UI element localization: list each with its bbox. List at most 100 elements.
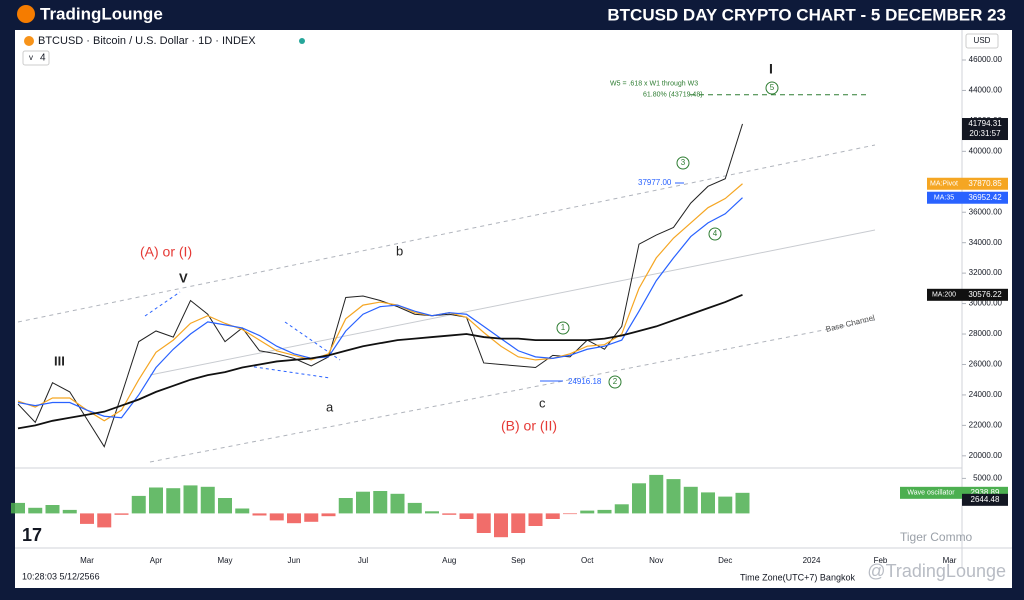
wave-number: 1 [561, 323, 566, 332]
signal-value: 2644.48 [971, 495, 1000, 504]
wave-number: 3 [681, 158, 686, 167]
osc-bar [494, 513, 508, 538]
osc-bar [459, 513, 474, 519]
circle [556, 321, 570, 335]
tag-label: MA:200 [932, 292, 956, 299]
x-tick-label: Jun [288, 556, 301, 565]
indicator-toggle[interactable] [22, 50, 50, 66]
circle [608, 375, 622, 389]
status-dot [299, 38, 305, 44]
tag-value: 30576.22 [968, 290, 1002, 299]
logo-icon [17, 5, 35, 23]
y-tick-label: 30000.00 [969, 299, 1003, 308]
osc-bar [97, 513, 112, 528]
header-bar [0, 0, 1024, 30]
tag-value-box [962, 191, 1008, 204]
y-tick-label: 28000.00 [969, 329, 1003, 338]
osc-bar [649, 474, 664, 514]
wave-label: III [54, 353, 65, 368]
x-tick-label: Nov [649, 556, 663, 565]
osc-bar [683, 486, 698, 514]
osc-bar [476, 513, 491, 533]
y-tick-label: 44000.00 [969, 86, 1003, 95]
osc-bar [321, 513, 336, 517]
tag-value-box [962, 288, 1008, 301]
header-title: BTCUSD DAY CRYPTO CHART - 5 DECEMBER 23 [607, 5, 1006, 24]
middle-channel [149, 229, 876, 376]
fib-text: W5 = .618 x W1 through W3 [610, 81, 698, 88]
x-tick-label: Dec [718, 556, 732, 565]
watermark-2: Tiger Commo [900, 530, 973, 544]
osc-bar [373, 491, 388, 514]
osc-bar [11, 502, 25, 514]
clock: 10:28:03 5/12/2566 [22, 571, 100, 581]
signal-box [962, 493, 1008, 506]
tag-value-box [962, 177, 1008, 190]
price-note: 24916.18 [568, 377, 602, 386]
y-tick-label: 46000.00 [969, 55, 1003, 64]
osc-bar [407, 502, 422, 514]
osc-bar [80, 513, 94, 524]
y-tick-label: 24000.00 [969, 390, 1003, 399]
osc-bar [442, 513, 457, 515]
osc-bar [597, 509, 612, 514]
logo-text: TradingLounge [40, 4, 163, 23]
osc-bar [666, 479, 681, 514]
wave-number: 4 [713, 229, 718, 238]
osc-bar [252, 513, 267, 516]
y-tick-label: 40000.00 [969, 146, 1003, 155]
x-tick-label: Jul [358, 556, 368, 565]
x-tick-label: 2024 [803, 556, 821, 565]
wave-circles [556, 81, 779, 389]
osc-bar [218, 498, 232, 514]
osc-bar [45, 505, 60, 514]
tag-label-box [927, 177, 962, 190]
osc-bar [701, 492, 715, 514]
timezone[interactable]: Time Zone(UTC+7) Bangkok [740, 572, 855, 582]
osc-bar [62, 509, 77, 514]
y-tick-label: 26000.00 [969, 360, 1003, 369]
x-tick-label: Aug [442, 556, 456, 565]
osc-bar [287, 513, 301, 524]
moving-average [17, 293, 743, 430]
tag-value: 36952.42 [968, 193, 1002, 202]
osc-value: 2938.89 [971, 488, 1000, 497]
x-tick-label: Sep [511, 556, 526, 565]
wave-label: (B) or (II) [501, 418, 557, 434]
chart-frame [15, 30, 1012, 588]
osc-bar [304, 513, 319, 522]
symbol-label[interactable]: BTCUSD · Bitcoin / U.S. Dollar · 1D · IN… [38, 35, 256, 47]
osc-bar [632, 483, 646, 514]
circle [765, 81, 779, 95]
osc-bar [28, 507, 43, 514]
circle [708, 227, 722, 241]
tag-label: MA:35 [934, 195, 954, 202]
guide [247, 365, 331, 379]
osc-bar [545, 513, 560, 519]
wave-label: a [326, 399, 334, 414]
x-tick-label: Mar [80, 556, 94, 565]
indicator-count: 4 [40, 53, 46, 64]
last-price: 41794.31 [968, 119, 1002, 128]
tag-label-box [927, 191, 962, 204]
currency-box[interactable] [965, 33, 999, 49]
osc-bar [114, 513, 129, 515]
wave-label: I [769, 61, 773, 77]
osc-bar [200, 486, 215, 514]
fib-label: 61.80% (43719.48) [643, 92, 703, 99]
osc-bar [580, 510, 595, 514]
osc-bar [735, 492, 750, 514]
x-tick-label: May [217, 556, 232, 565]
osc-bar [338, 498, 353, 514]
y-tick-label: 22000.00 [969, 420, 1003, 429]
osc-bar [183, 485, 198, 514]
symbol-icon [24, 36, 34, 46]
wave-label: V [179, 270, 188, 285]
upper-channel [17, 144, 876, 323]
osc-bar [614, 504, 629, 514]
osc-bar [131, 495, 146, 514]
tv-logo: 17 [22, 525, 42, 545]
tag-label: MA:Pivot [930, 181, 958, 188]
